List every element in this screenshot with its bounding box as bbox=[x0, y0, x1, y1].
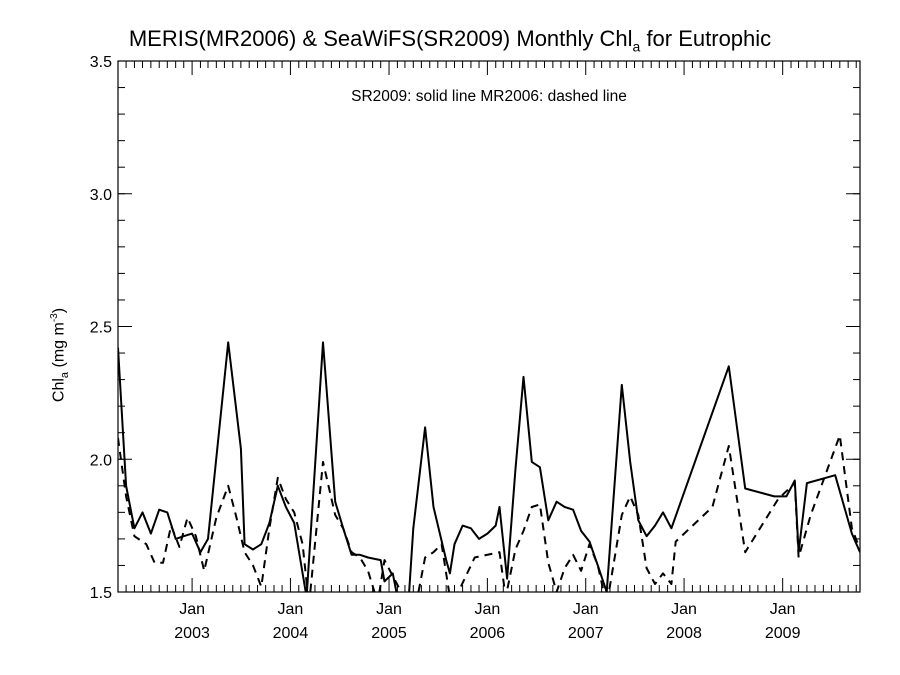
x-tick-labels: Jan 2003 Jan 2004 Jan 2005 Jan 2006 Jan 2007 Jan 20… bbox=[174, 601, 800, 642]
series-layer bbox=[118, 341, 860, 592]
chart-title-suffix: for Eutrophic bbox=[640, 26, 772, 51]
y-axis-label-mid: (mg m bbox=[50, 322, 68, 372]
x-tick-year: 2005 bbox=[371, 625, 407, 642]
series-line-sr2009 bbox=[118, 341, 860, 592]
y-axis-label-prefix: Chl bbox=[50, 378, 68, 403]
y-tick-labels: 1.5 2.0 2.5 3.0 3.5 bbox=[90, 54, 112, 602]
x-tick-month: Jan bbox=[179, 601, 205, 618]
x-tick-year: 2004 bbox=[273, 625, 309, 642]
legend-annotation: SR2009: solid line MR2006: dashed line bbox=[351, 88, 627, 105]
y-tick-label: 2.0 bbox=[90, 452, 112, 469]
plot-frame bbox=[117, 60, 861, 593]
x-tick-year: 2006 bbox=[470, 625, 506, 642]
y-tick-label: 3.5 bbox=[90, 54, 112, 71]
x-tick-month: Jan bbox=[474, 601, 500, 618]
x-tick-year: 2009 bbox=[765, 625, 801, 642]
x-tick-month: Jan bbox=[770, 601, 796, 618]
x-tick-year: 2003 bbox=[174, 625, 210, 642]
x-tick-month: Jan bbox=[376, 601, 402, 618]
y-axis-label-suffix: ) bbox=[50, 307, 68, 314]
x-tick-month: Jan bbox=[573, 601, 599, 618]
chart-title-subscript: a bbox=[632, 38, 641, 55]
x-tick-year: 2008 bbox=[666, 625, 702, 642]
chart-title-prefix: MERIS(MR2006) & SeaWiFS(SR2009) Monthly … bbox=[128, 26, 633, 51]
x-tick-month: Jan bbox=[278, 601, 304, 618]
x-tick-month: Jan bbox=[671, 601, 697, 618]
x-tick-year: 2007 bbox=[568, 625, 604, 642]
chart-title: MERIS(MR2006) & SeaWiFS(SR2009) Monthly … bbox=[0, 26, 900, 54]
ticks-layer bbox=[117, 60, 860, 593]
y-axis-label-superscript: -3 bbox=[49, 313, 61, 323]
series-line-mr2006 bbox=[118, 434, 860, 592]
y-tick-label: 2.5 bbox=[90, 320, 112, 337]
y-tick-label: 1.5 bbox=[90, 585, 112, 602]
y-axis-label-subscript: a bbox=[58, 371, 71, 379]
y-axis-label: Chla (mg m-3) bbox=[49, 308, 71, 402]
y-tick-label: 3.0 bbox=[90, 187, 112, 204]
